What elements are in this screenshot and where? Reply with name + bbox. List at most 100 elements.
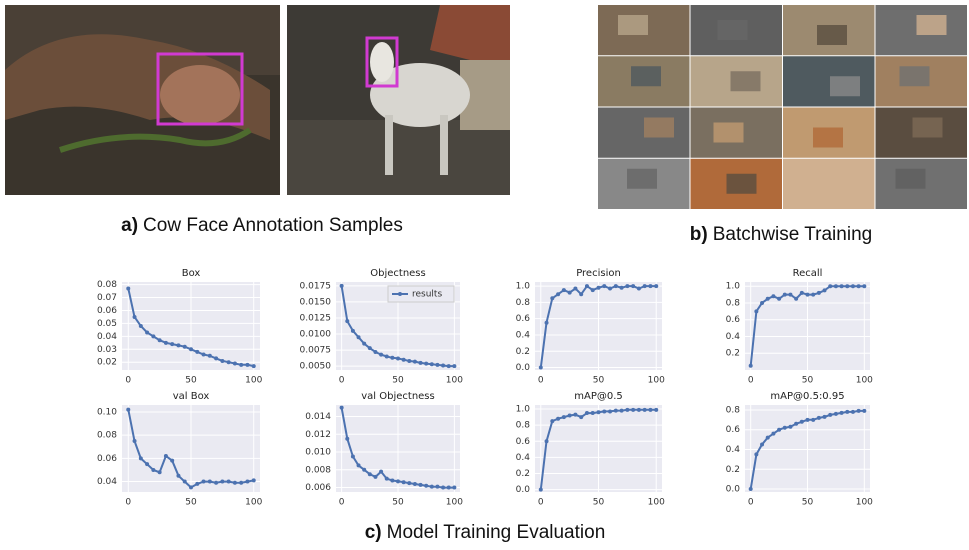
y-tick-label: 0.0: [516, 485, 531, 495]
data-point: [771, 294, 775, 298]
data-point: [857, 284, 861, 288]
data-point: [390, 478, 394, 482]
caption-label: c): [365, 522, 382, 543]
data-point: [811, 418, 815, 422]
data-point: [419, 361, 423, 365]
data-point: [608, 409, 612, 413]
data-point: [170, 342, 174, 346]
data-point: [220, 480, 224, 484]
y-tick-label: 0.2: [726, 465, 740, 475]
data-point: [195, 350, 199, 354]
y-tick-label: 0.8: [726, 405, 741, 415]
data-point: [579, 292, 583, 296]
data-point: [145, 462, 149, 466]
caption-text: Cow Face Annotation Samples: [143, 215, 403, 236]
data-point: [362, 342, 366, 346]
data-point: [430, 485, 434, 489]
caption-text: Model Training Evaluation: [387, 522, 606, 543]
data-point: [373, 475, 377, 479]
data-point: [357, 335, 361, 339]
data-point: [214, 481, 218, 485]
data-point: [195, 482, 199, 486]
x-tick-label: 100: [245, 498, 262, 508]
y-tick-label: 0.006: [305, 483, 331, 493]
data-point: [783, 426, 787, 430]
data-point: [151, 334, 155, 338]
mosaic-detail: [830, 76, 860, 96]
data-point: [556, 417, 560, 421]
data-point: [245, 363, 249, 367]
y-tick-label: 0.008: [305, 465, 331, 475]
data-point: [164, 341, 168, 345]
data-point: [208, 354, 212, 358]
y-tick-label: 0.6: [726, 315, 741, 325]
data-point: [183, 345, 187, 349]
subplot-title: Precision: [576, 268, 621, 279]
y-tick-label: 0.6: [516, 437, 531, 447]
data-point: [233, 362, 237, 366]
caption-text: Batchwise Training: [713, 224, 872, 245]
data-point: [133, 439, 137, 443]
mosaic-detail: [644, 118, 674, 138]
subplot-title: val Objectness: [361, 391, 434, 402]
y-tick-label: 0.012: [305, 430, 331, 440]
data-point: [183, 480, 187, 484]
data-point: [435, 485, 439, 489]
y-tick-label: 0.6: [726, 425, 741, 435]
caption-c: c)Model Training Evaluation: [365, 522, 606, 543]
data-point: [800, 420, 804, 424]
data-point: [857, 409, 861, 413]
data-point: [233, 481, 237, 485]
caption-b: b)Batchwise Training: [690, 224, 872, 245]
data-point: [579, 415, 583, 419]
caption-label: b): [690, 224, 708, 245]
photo-white-cow: [287, 5, 510, 195]
x-tick-label: 100: [446, 376, 463, 386]
data-point: [252, 364, 256, 368]
data-point: [151, 468, 155, 472]
data-point: [545, 321, 549, 325]
data-point: [800, 291, 804, 295]
data-point: [176, 343, 180, 347]
data-point: [452, 486, 456, 490]
data-point: [419, 483, 423, 487]
data-point: [862, 409, 866, 413]
data-point: [379, 470, 383, 474]
data-point: [368, 472, 372, 476]
y-tick-label: 0.2: [726, 349, 740, 359]
y-tick-label: 0.0075: [300, 346, 332, 356]
mosaic-detail: [731, 71, 761, 91]
data-point: [602, 409, 606, 413]
data-point: [777, 428, 781, 432]
data-point: [851, 410, 855, 414]
data-point: [754, 309, 758, 313]
data-point: [340, 406, 344, 410]
data-point: [396, 356, 400, 360]
data-point: [771, 432, 775, 436]
data-point: [654, 408, 658, 412]
mosaic-detail: [896, 169, 926, 189]
mosaic-detail: [727, 174, 757, 194]
x-tick-label: 0: [339, 498, 345, 508]
data-point: [620, 286, 624, 290]
data-point: [452, 364, 456, 368]
data-point: [340, 284, 344, 288]
data-point: [749, 487, 753, 491]
data-point: [631, 408, 635, 412]
data-point: [373, 350, 377, 354]
mosaic-detail: [817, 25, 847, 45]
data-point: [539, 366, 543, 370]
y-tick-label: 0.2: [516, 347, 530, 357]
x-tick-label: 100: [856, 376, 873, 386]
data-point: [351, 329, 355, 333]
data-point: [227, 360, 231, 364]
data-point: [351, 454, 355, 458]
x-tick-label: 0: [538, 376, 544, 386]
subplot: Recall0.20.40.60.81.0050100: [726, 268, 874, 386]
data-point: [430, 362, 434, 366]
data-point: [625, 284, 629, 288]
data-point: [788, 425, 792, 429]
data-point: [823, 415, 827, 419]
data-point: [424, 362, 428, 366]
